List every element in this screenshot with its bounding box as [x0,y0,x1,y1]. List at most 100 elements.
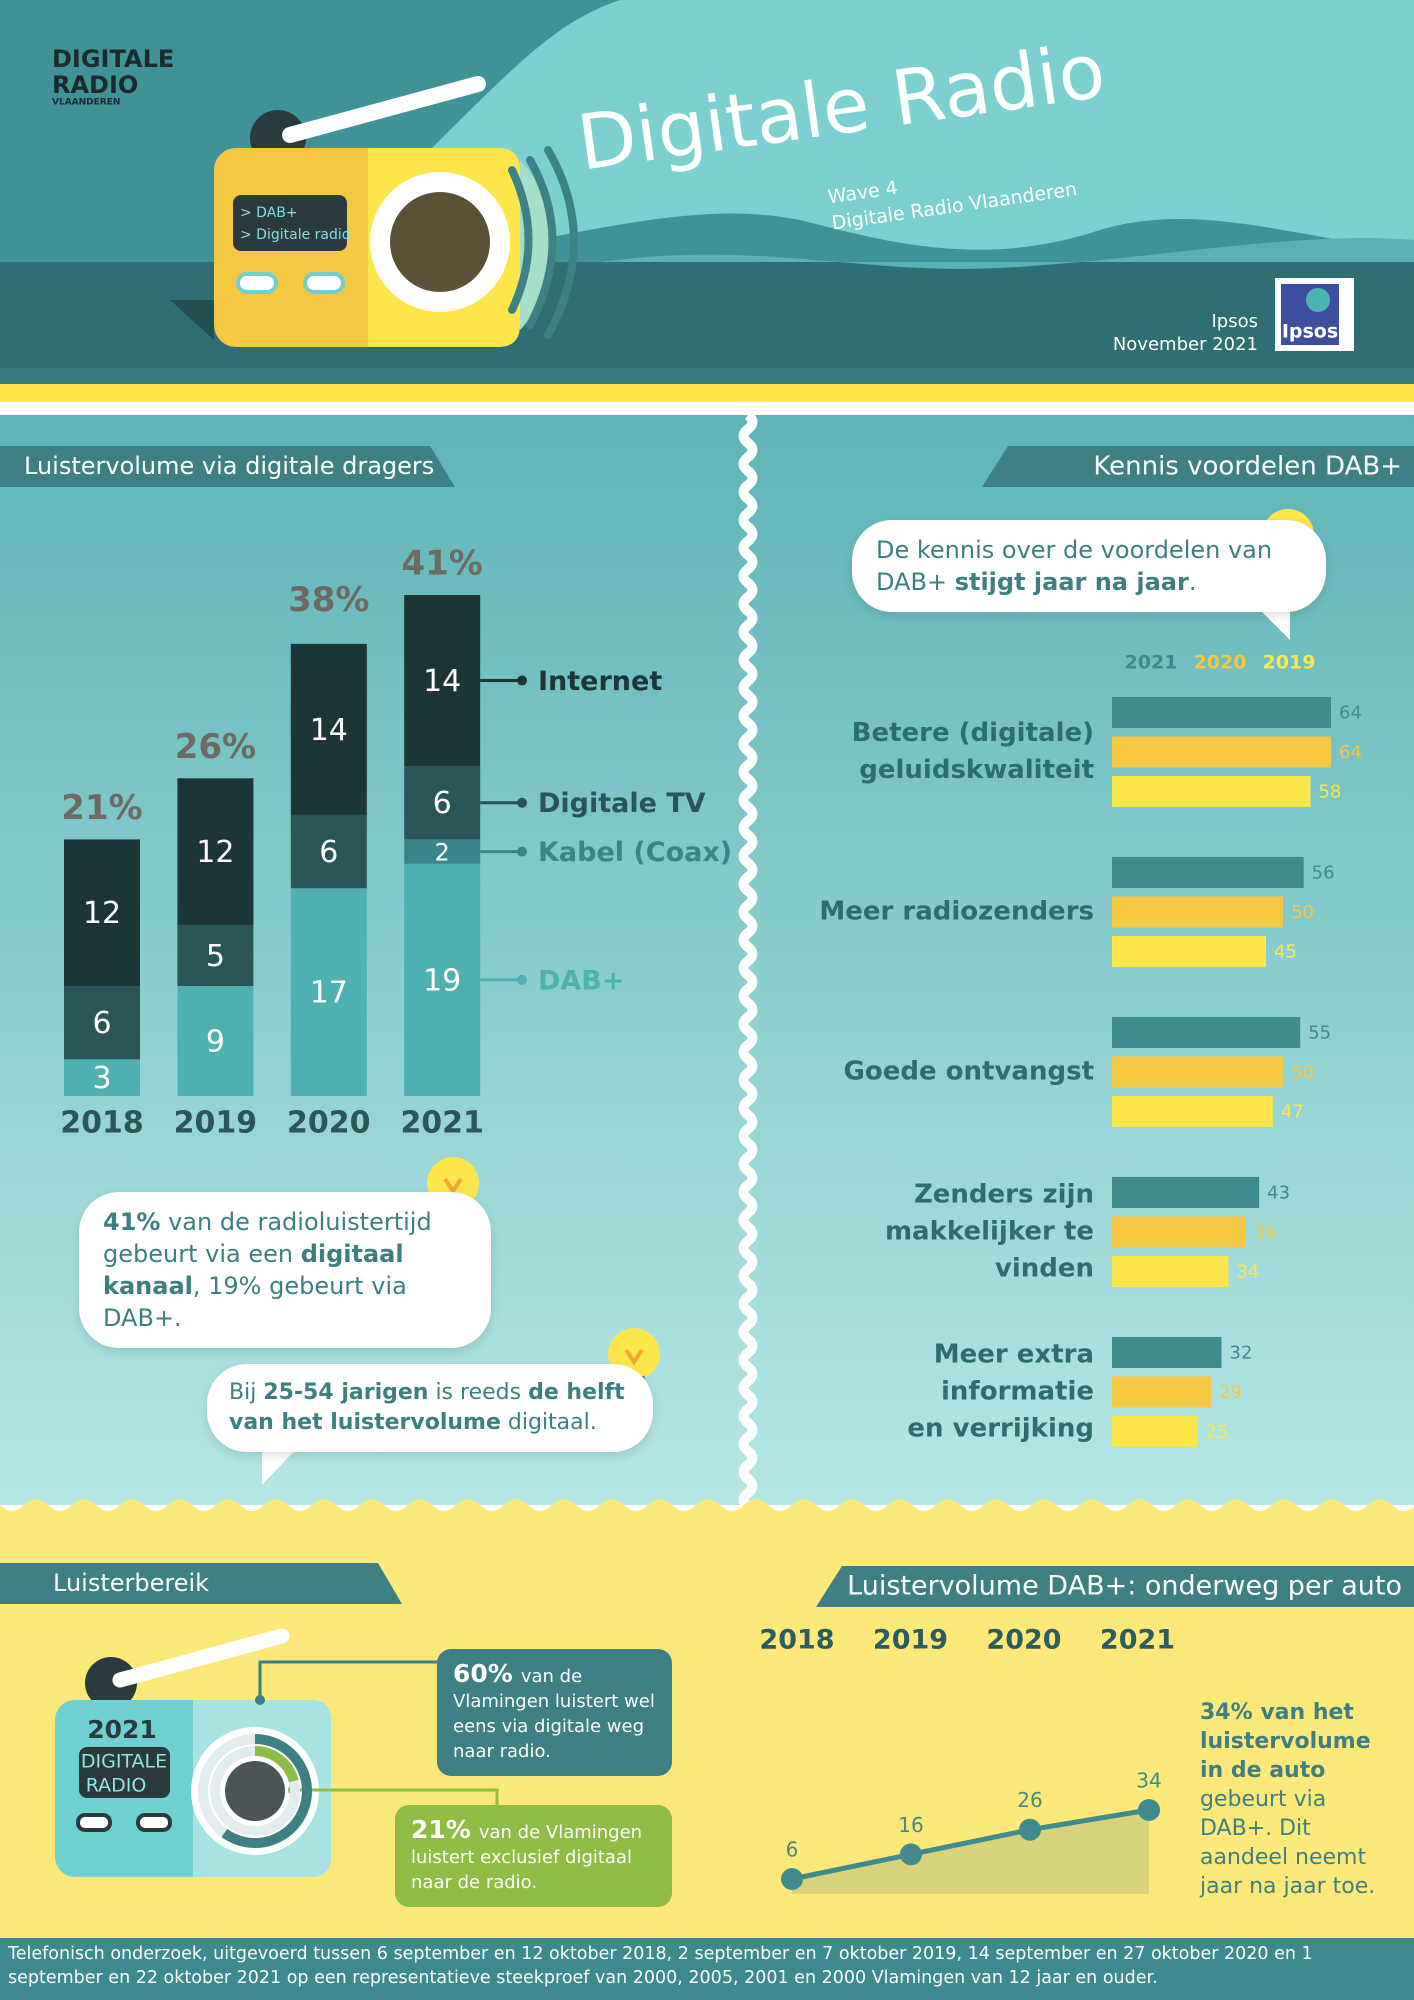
value-label: 16 [898,1813,923,1837]
ring-arc [254,1746,299,1783]
radio-shadow [170,300,214,340]
bar-segment [177,924,254,987]
callout: Bij 25-54 jarigen is reeds de helft van … [207,1364,653,1452]
total-label: 21% [61,788,142,828]
callout: 41% van de radioluistertijd gebeurt via … [79,1192,491,1348]
connector-dot [255,1695,265,1705]
section-banner [816,1566,1414,1607]
bold-text: 34% van het luistervolume in de auto [1200,1700,1371,1783]
bar-segment [177,986,254,1096]
radio-button [76,1813,112,1832]
bold-text: 41% [103,1208,161,1236]
note: 34% van het luistervolume in de auto geb… [1200,1698,1396,1901]
segment-label: 6 [319,835,338,870]
bar-segment [64,1059,140,1096]
x-tick-label: 2021 [1100,1625,1175,1656]
segment-label: 6 [433,786,452,821]
section-title: Luisterbereik [53,1569,209,1597]
category-label: Betere (digitale) geluidskwaliteit [851,718,1094,785]
bar-segment [404,766,481,840]
radio-screen [79,1747,170,1798]
text: Bij [229,1380,264,1405]
bold-text: de helft van het luistervolume [229,1380,625,1435]
info-box: 60% van de Vlamingen luistert wel eens vi… [437,1649,672,1776]
legend-label: DAB+ [538,965,625,996]
icon-text: RADIO [86,1775,147,1797]
segment-label: 2 [435,839,450,867]
value-label: 39 [1253,1222,1276,1243]
value-label: 55 [1308,1023,1331,1044]
radio-button [136,1813,172,1832]
bold-text: 25-54 jarigen [263,1380,429,1405]
radio-button [236,272,278,294]
screen-text: > Digitale radio [240,227,350,243]
header-strip [0,368,1414,384]
x-tick-label: 2018 [759,1625,834,1656]
point [1019,1818,1041,1841]
legend-dot [517,675,527,686]
section-title: Luistervolume via digitale dragers [24,452,434,480]
bulb-filament [624,1348,644,1366]
bar-segment [404,595,481,767]
bar-segment [177,778,254,925]
radio-wave [526,156,557,329]
bar [1112,1017,1301,1048]
value-label: 34 [1136,1769,1161,1793]
segment-label: 14 [423,664,461,699]
radio-antenna [112,1628,290,1688]
category-label: Goede ontvangst [843,1056,1094,1087]
value-label: 50 [1291,1062,1314,1083]
bar [1112,1256,1229,1287]
ring-arc [221,1734,312,1848]
value-label: 47 [1281,1102,1304,1123]
bar-segment [290,888,367,1096]
logo-text: DIGITALE [52,45,174,73]
bar-segment [404,839,481,864]
bar [1112,936,1266,967]
legend-label: 2019 [1263,652,1316,674]
text: van de radioluistertijd gebeurt via een [103,1208,432,1268]
legend-dot [517,974,527,985]
x-tick-label: 2020 [287,1106,371,1141]
segment-label: 17 [310,976,348,1011]
radio-wave [508,166,533,314]
segment-label: 14 [310,713,348,748]
ipsos-logo-head [1306,288,1330,312]
bar [1112,1177,1260,1208]
header-wave-2 [600,237,1414,269]
radio-antenna [282,76,486,143]
value-label: 50 [1291,902,1314,923]
logo-text: VLAANDEREN [52,98,120,108]
value-label: 34 [1236,1262,1259,1283]
segment-label: 6 [92,1006,111,1041]
bar-segment [64,839,140,987]
description: van de Vlamingen luistert exclusief digi… [411,1822,643,1893]
radio-screen [233,195,347,251]
legend-label: 2020 [1194,652,1247,674]
segment-label: 12 [196,835,234,870]
segment-label: 12 [83,896,121,931]
bar [1112,776,1311,807]
legend-label: Kabel (Coax) [538,837,732,868]
x-tick-label: 2021 [400,1106,484,1141]
legend-dot [517,846,527,857]
value-label: 26 [1017,1788,1042,1812]
footer-text: Telefonisch onderzoek, uitgevoerd tussen… [8,1944,1313,1988]
value-label: 56 [1312,863,1335,884]
bold-text: digitaal kanaal [103,1240,404,1300]
value-label: 64 [1339,742,1362,763]
value-label: 21% [411,1815,471,1844]
value-label: 60% [453,1659,513,1688]
bubble-tail [262,1445,300,1485]
section-banner [0,446,455,487]
bar [1112,736,1331,768]
bar-segment [290,814,367,889]
value-label: 25 [1206,1422,1229,1443]
value-label: 29 [1219,1382,1242,1403]
total-label: 38% [288,580,369,620]
header-gap [0,402,1414,415]
point [1138,1799,1160,1821]
segment-label: 3 [92,1061,111,1096]
bold-text: stijgt jaar na jaar [954,568,1189,596]
